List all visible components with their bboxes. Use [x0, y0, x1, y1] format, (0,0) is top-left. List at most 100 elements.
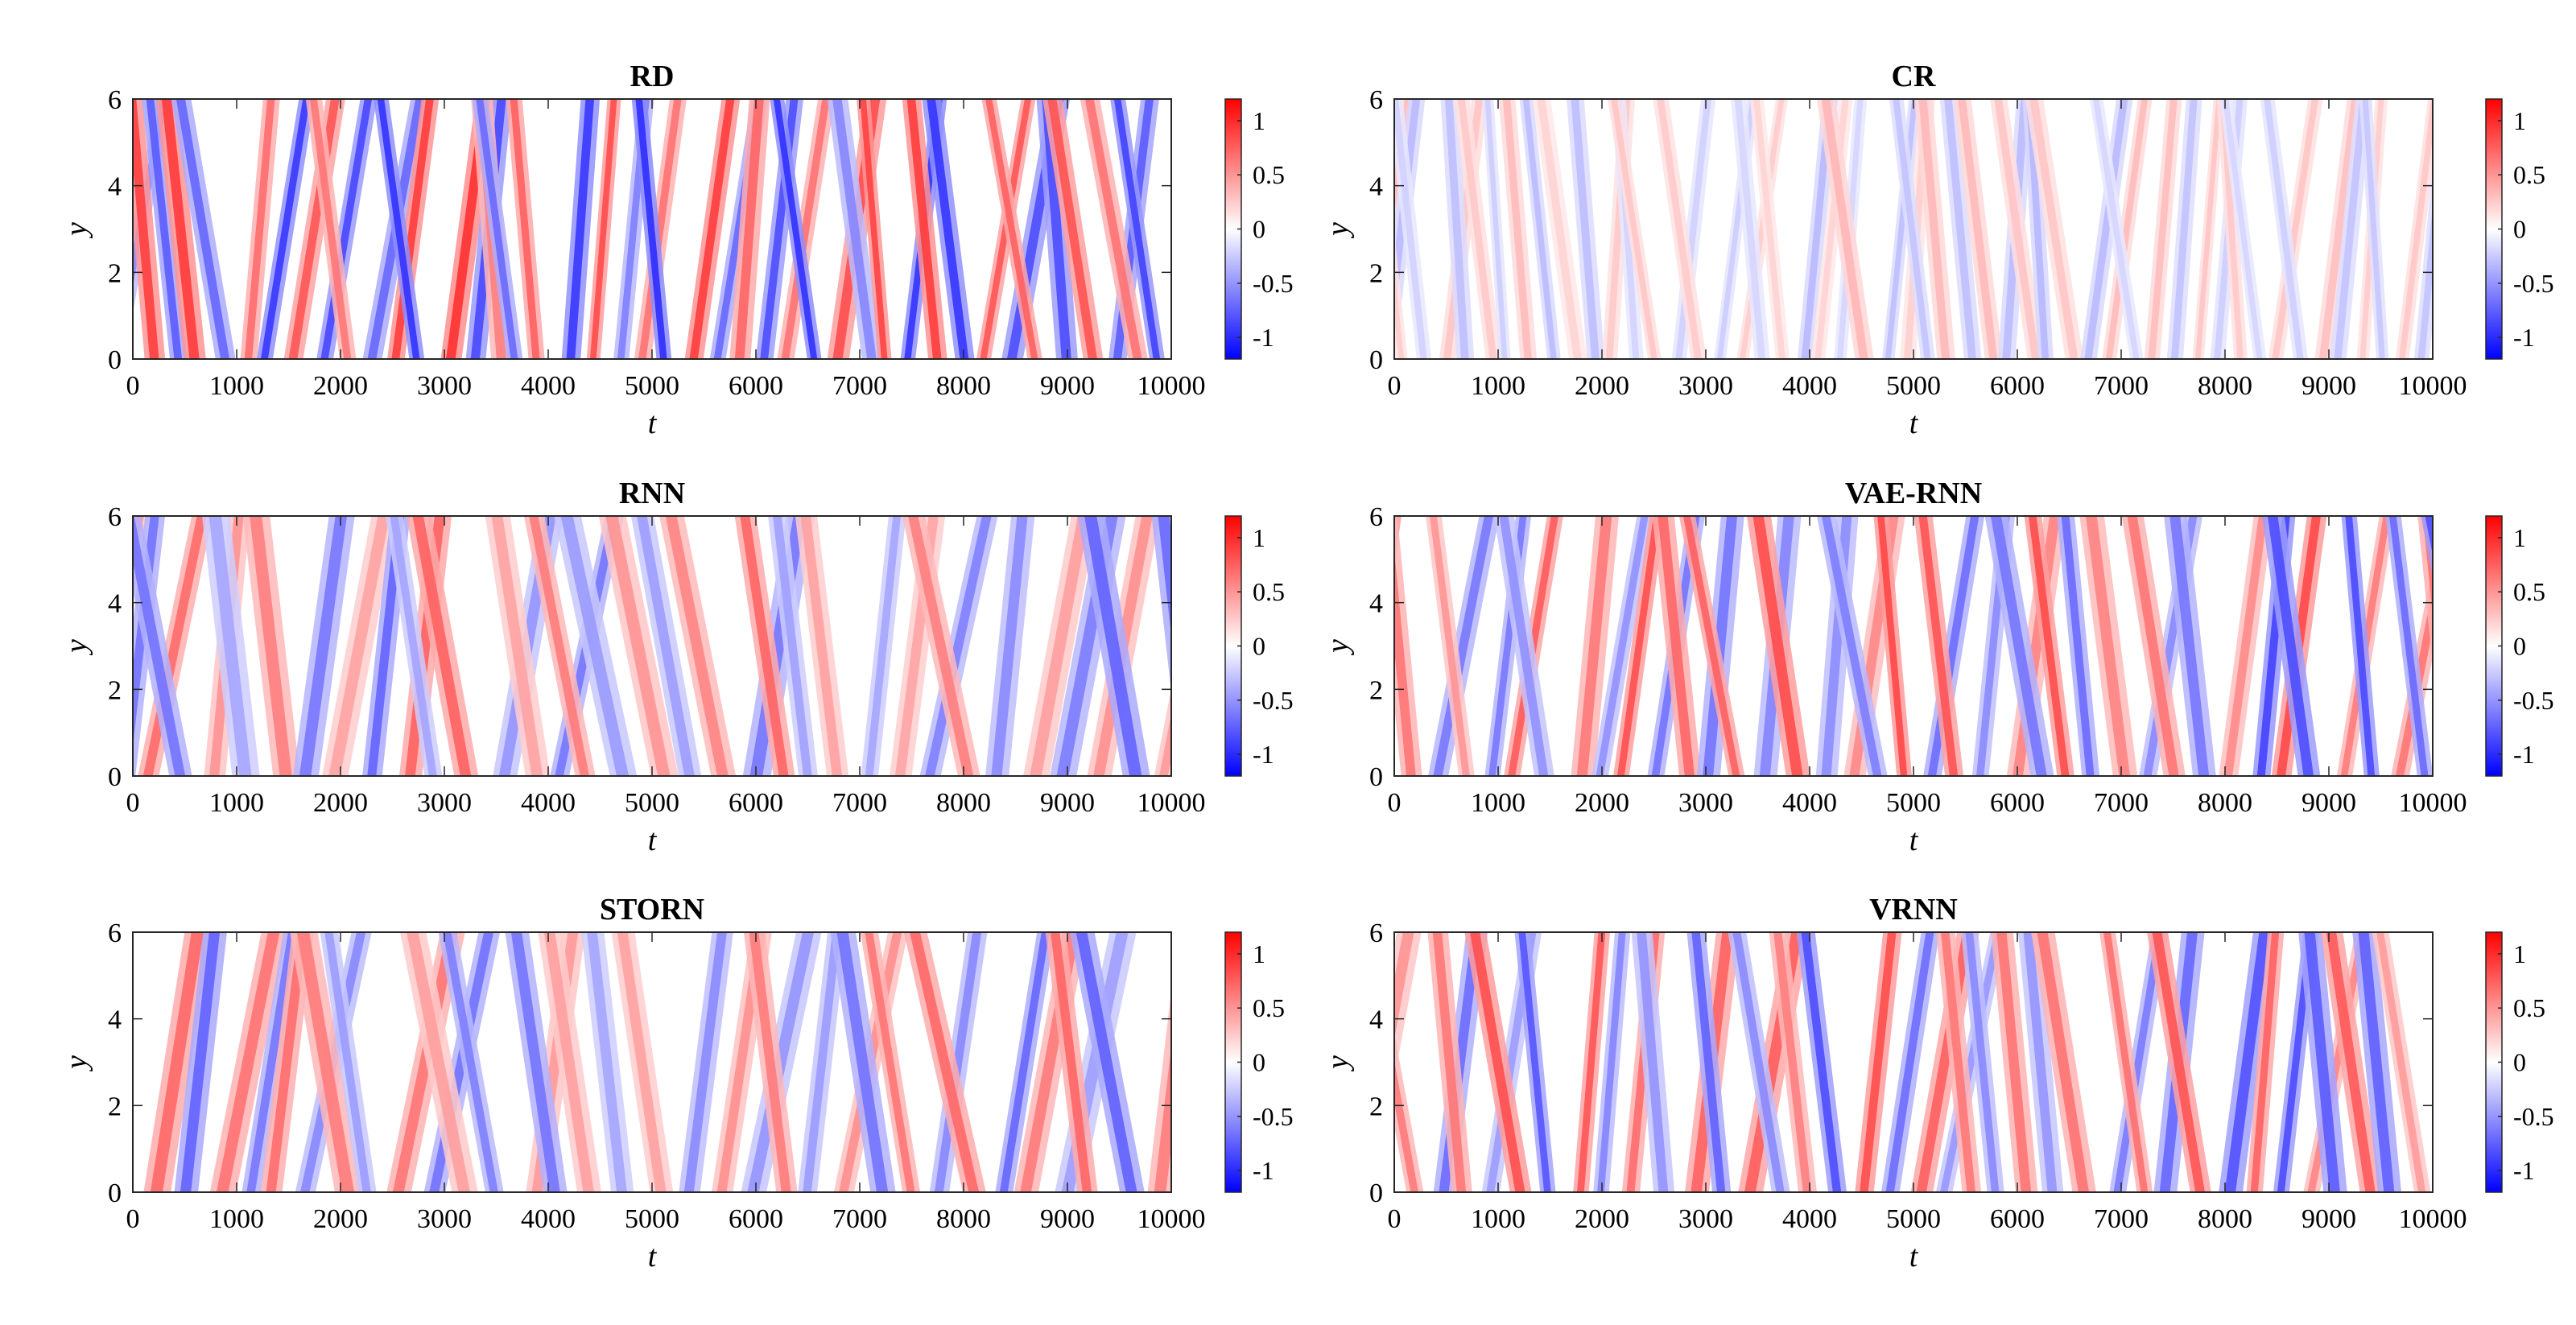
x-tick-label: 8000 [936, 371, 991, 401]
heatmap-field [1394, 99, 2433, 359]
y-axis-label: y [60, 1055, 93, 1072]
x-axis-label: t [648, 823, 658, 857]
x-tick-label: 4000 [521, 788, 576, 818]
x-tick-label: 4000 [1782, 371, 1837, 401]
x-tick-label: 7000 [2094, 371, 2149, 401]
x-tick-label: 0 [1388, 371, 1402, 401]
x-tick-label: 8000 [2198, 371, 2252, 401]
colorbar-tick-label: -1 [1253, 323, 1274, 352]
colorbar-tick-label: -0.5 [1253, 269, 1294, 298]
x-axis-label: t [648, 407, 658, 440]
x-tick-label: 9000 [2301, 371, 2356, 401]
x-tick-label: 3000 [417, 371, 472, 401]
x-tick-label: 2000 [313, 371, 368, 401]
colorbar-tick-label: -1 [2513, 323, 2535, 352]
panel-title: VRNN [1869, 893, 1958, 927]
x-tick-label: 8000 [2198, 1204, 2252, 1234]
colorbar-tick-label: -1 [1253, 740, 1274, 769]
colorbar-tick-label: 1 [2513, 939, 2526, 968]
x-tick-label: 2000 [1575, 1204, 1629, 1234]
x-tick-label: 4000 [521, 371, 576, 401]
x-tick-label: 7000 [832, 371, 887, 401]
x-tick-label: 1000 [209, 788, 264, 818]
x-tick-label: 7000 [2094, 788, 2149, 818]
y-tick-label: 4 [1369, 172, 1383, 202]
x-tick-label: 2000 [1575, 371, 1629, 401]
x-tick-label: 9000 [2301, 788, 2356, 818]
y-tick-label: 4 [108, 589, 122, 619]
heatmap-field [1394, 932, 2433, 1192]
x-tick-label: 3000 [1678, 1204, 1733, 1234]
x-tick-label: 6000 [1990, 371, 2045, 401]
colorbar-tick-label: 0 [2513, 1048, 2526, 1077]
x-tick-label: 8000 [936, 1204, 991, 1234]
x-tick-label: 6000 [1990, 1204, 2045, 1234]
colorbar-tick-label: -1 [2513, 1156, 2535, 1185]
x-tick-label: 10000 [2399, 788, 2467, 818]
x-tick-label: 2000 [313, 788, 368, 818]
colorbar-tick-label: -0.5 [2513, 686, 2554, 715]
x-tick-label: 4000 [1782, 1204, 1837, 1234]
x-tick-label: 2000 [1575, 788, 1629, 818]
x-tick-label: 10000 [2399, 371, 2467, 401]
x-tick-label: 4000 [1782, 788, 1837, 818]
y-tick-label: 6 [1369, 502, 1383, 532]
y-tick-label: 2 [1369, 675, 1383, 705]
y-tick-label: 4 [1369, 589, 1383, 619]
x-tick-label: 1000 [1471, 1204, 1525, 1234]
colorbar-tick-label: 1 [2513, 523, 2526, 552]
x-tick-label: 5000 [1886, 371, 1941, 401]
x-tick-label: 5000 [1886, 788, 1941, 818]
y-axis-label: y [1321, 1055, 1355, 1072]
x-tick-label: 3000 [1678, 788, 1733, 818]
y-tick-label: 4 [108, 1005, 122, 1035]
x-tick-label: 10000 [2399, 1204, 2467, 1234]
y-tick-label: 6 [1369, 918, 1383, 948]
x-tick-label: 10000 [1137, 788, 1206, 818]
colorbar-tick-label: 0 [2513, 632, 2526, 661]
x-tick-label: 0 [126, 1204, 140, 1234]
heatmap-field [133, 932, 1171, 1192]
x-tick-label: 3000 [1678, 371, 1733, 401]
colorbar-tick-label: 0.5 [1253, 160, 1285, 189]
x-tick-label: 0 [1388, 788, 1402, 818]
colorbar-tick-label: 0.5 [1253, 577, 1285, 606]
x-tick-label: 0 [126, 788, 140, 818]
colorbar-tick-label: 0.5 [2513, 993, 2545, 1022]
x-tick-label: 10000 [1137, 371, 1206, 401]
x-tick-label: 2000 [313, 1204, 368, 1234]
colorbar-tick-label: 0.5 [1253, 993, 1285, 1022]
x-tick-label: 1000 [209, 371, 264, 401]
colorbar-tick-label: 1 [1253, 523, 1265, 552]
y-tick-label: 0 [108, 762, 122, 792]
colorbar-tick-label: 0 [2513, 215, 2526, 244]
y-tick-label: 2 [108, 675, 122, 705]
y-tick-label: 0 [1369, 1178, 1383, 1208]
y-tick-label: 2 [108, 1092, 122, 1121]
colorbar-tick-label: 0 [1253, 215, 1265, 244]
x-tick-label: 6000 [729, 1204, 783, 1234]
x-tick-label: 5000 [625, 1204, 679, 1234]
y-tick-label: 0 [108, 345, 122, 375]
x-tick-label: 5000 [625, 788, 679, 818]
x-tick-label: 6000 [729, 788, 783, 818]
panel-title: STORN [600, 893, 704, 927]
y-tick-label: 6 [108, 85, 122, 115]
x-tick-label: 1000 [1471, 371, 1525, 401]
x-axis-label: t [648, 1240, 658, 1273]
x-tick-label: 5000 [625, 371, 679, 401]
y-tick-label: 2 [1369, 258, 1383, 288]
colorbar-tick-label: -1 [2513, 740, 2535, 769]
colorbar-tick-label: -0.5 [1253, 686, 1294, 715]
x-axis-label: t [1909, 823, 1919, 857]
panel-title: RD [630, 60, 675, 93]
y-axis-label: y [1321, 639, 1355, 656]
y-axis-label: y [60, 639, 93, 656]
x-tick-label: 0 [1388, 1204, 1402, 1234]
x-tick-label: 8000 [2198, 788, 2252, 818]
colorbar-tick-label: 0.5 [2513, 577, 2545, 606]
x-tick-label: 3000 [417, 1204, 472, 1234]
x-tick-label: 10000 [1137, 1204, 1206, 1234]
colorbar-tick-label: 1 [1253, 939, 1265, 968]
